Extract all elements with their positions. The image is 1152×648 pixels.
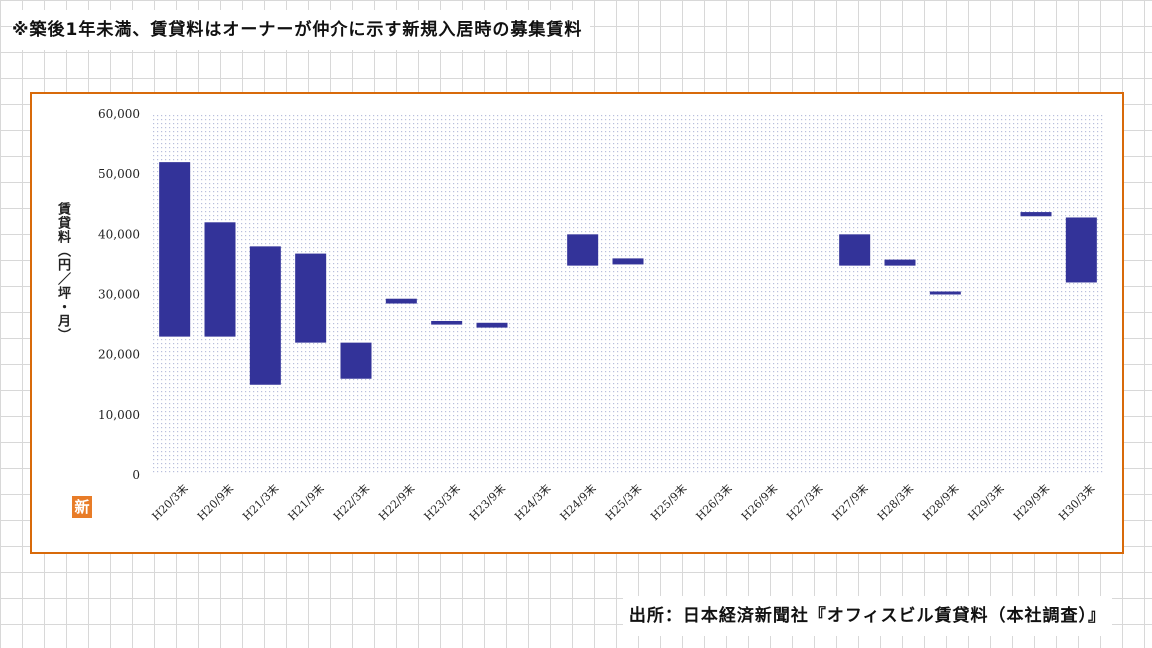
y-tick-label: 10,000 [98, 408, 140, 422]
rent-range-bar [249, 246, 281, 385]
x-tick-label: H23/3末 [421, 481, 463, 523]
x-tick-label: H24/3末 [512, 481, 554, 523]
rent-range-chart: 0 10,000 20,000 30,000 40,000 50,000 60,000 H2… [98, 107, 1104, 523]
rent-range-bar [1065, 217, 1097, 283]
x-tick-label: H29/3末 [965, 481, 1007, 523]
x-tick-label: H28/9末 [920, 481, 962, 523]
x-tick-label: H30/3末 [1056, 481, 1098, 523]
y-tick-label: 40,000 [98, 227, 140, 241]
y-tick-label: 30,000 [98, 288, 140, 302]
rent-range-bar [929, 291, 961, 295]
y-tick-label: 0 [132, 468, 140, 482]
y-tick-label: 20,000 [98, 348, 140, 362]
x-tick-label: H25/3末 [602, 481, 644, 523]
x-tick-label: H21/3末 [240, 481, 282, 523]
x-tick-label: H26/3末 [693, 481, 735, 523]
rent-range-bar [839, 234, 871, 266]
source-credit: 出所：日本経済新聞社『オフィスビル賃貸料（本社調査）』 [622, 596, 1112, 636]
rent-range-bar [431, 320, 463, 325]
x-tick-label: H22/3末 [330, 481, 372, 523]
x-tick-label: H25/9末 [648, 481, 690, 523]
rent-range-bar [204, 222, 236, 337]
x-tick-label: H22/9末 [376, 481, 418, 523]
rent-range-bar [1020, 212, 1052, 217]
x-tick-label: H27/9末 [829, 481, 871, 523]
x-tick-label: H21/9末 [285, 481, 327, 523]
x-tick-label: H23/9末 [466, 481, 508, 523]
rent-range-bar [567, 234, 599, 266]
y-axis-label: 賃貸料（円／坪・月） [55, 202, 70, 342]
y-tick-label: 50,000 [98, 167, 140, 181]
x-tick-label: H20/9末 [194, 481, 236, 523]
rent-range-bar [884, 259, 916, 266]
x-tick-label: H26/9末 [738, 481, 780, 523]
chart-frame: 0 10,000 20,000 30,000 40,000 50,000 60,000 H2… [30, 92, 1124, 554]
rent-range-bar [340, 342, 372, 379]
y-tick-label: 60,000 [98, 107, 140, 121]
rent-range-bar [385, 298, 417, 304]
x-tick-label: H27/3末 [784, 481, 826, 523]
rent-range-bar [295, 253, 327, 343]
rent-range-bar [612, 258, 644, 265]
x-tick-label: H28/3末 [874, 481, 916, 523]
header-note: ※築後1年未満、賃貸料はオーナーが仲介に示す新規入居時の募集賃料 [12, 10, 591, 50]
x-tick-label: H29/9末 [1010, 481, 1052, 523]
plot-area [152, 114, 1104, 475]
x-tick-label: H24/9末 [557, 481, 599, 523]
x-tick-label: H20/3末 [149, 481, 191, 523]
new-badge: 新 [72, 496, 92, 518]
rent-range-bar [476, 322, 508, 328]
rent-range-bar [159, 162, 191, 337]
